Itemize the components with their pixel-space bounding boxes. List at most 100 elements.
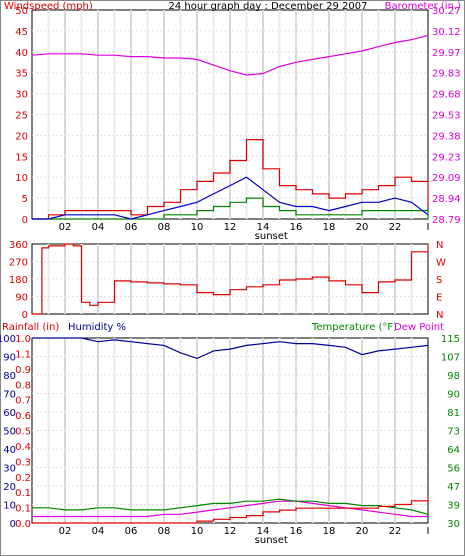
rain-tick-label: 0.9 (15, 365, 31, 376)
rain-tick-label: 1.0 (15, 334, 31, 345)
sunset-label: sunset (255, 231, 288, 242)
rain-tick-label: 0.0 (15, 519, 31, 530)
humidity-tick-label: 30 (3, 464, 16, 475)
x-tick-label: 02 (59, 526, 72, 537)
y-tick-label: 0 (22, 310, 28, 321)
rain-tick-label: 0.1 (15, 488, 31, 499)
y-tick-label: 50 (15, 6, 28, 17)
rain-tick-label: 1.1 (15, 349, 31, 360)
temperature-tick-label: 81 (447, 408, 460, 419)
y-tick-label: 30 (15, 90, 28, 101)
compass-label: S (436, 275, 442, 286)
wind-direction-line (32, 243, 429, 315)
x-tick-label: 08 (158, 222, 171, 233)
humidity-tick-label: 20 (3, 482, 16, 493)
compass-label: W (436, 258, 446, 269)
y2-tick-label: 29.97 (432, 48, 461, 59)
y2-tick-label: 29.09 (432, 173, 461, 184)
x-tick-label: 14 (257, 222, 270, 233)
x-tick-label: 16 (290, 222, 303, 233)
y-axis-title-rainfall: Rainfall (in) (2, 322, 59, 333)
dewpoint-line (32, 500, 428, 518)
sunset-label: sunset (255, 535, 288, 546)
x-tick-label: I (427, 222, 430, 233)
y-tick-label: 35 (15, 69, 28, 80)
x-tick-label: 20 (356, 222, 369, 233)
temperature-tick-label: 73 (447, 427, 460, 438)
x-tick-label: 18 (323, 222, 336, 233)
rain-tick-label: 0.1 (15, 504, 31, 515)
temperature-tick-label: 90 (447, 390, 460, 401)
temperature-tick-label: 30 (447, 519, 460, 530)
rain-tick-label: 0.8 (15, 380, 31, 391)
rain-tick-label: 0.3 (15, 457, 31, 468)
rain-tick-label: 0.4 (15, 442, 31, 453)
temperature-tick-label: 107 (441, 353, 460, 364)
y-axis-title-windspeed: Windspeed (mph) (4, 1, 93, 12)
temperature-tick-label: 56 (447, 464, 460, 475)
barometer-line (31, 34, 429, 76)
wind-low-line (32, 197, 429, 220)
y-tick-label: 25 (15, 111, 28, 122)
y-tick-label: 360 (9, 240, 28, 251)
x-tick-label: 02 (59, 222, 72, 233)
temperature-tick-label: 64 (447, 445, 460, 456)
x-tick-label: 18 (323, 526, 336, 537)
temperature-tick-label: 47 (447, 482, 460, 493)
humidity-tick-label: 40 (3, 445, 16, 456)
x-tick-label: 22 (389, 222, 402, 233)
humidity-tick-label: 50 (3, 427, 16, 438)
x-tick-label: 16 (290, 526, 303, 537)
x-tick-label: 10 (191, 222, 204, 233)
y-tick-label: 90 (15, 293, 28, 304)
x-tick-label: 06 (125, 222, 138, 233)
y2-tick-label: 30.12 (432, 27, 461, 38)
y2-tick-label: 30.27 (432, 6, 461, 17)
y-tick-label: 5 (22, 194, 28, 205)
humidity-line (32, 337, 429, 360)
y2-tick-label: 29.68 (432, 90, 461, 101)
humidity-tick-label: 80 (3, 371, 16, 382)
y2-tick-label: 28.79 (432, 215, 461, 226)
x-tick-label: 10 (191, 526, 204, 537)
y-tick-label: 15 (15, 152, 28, 163)
humidity-tick-label: 90 (3, 353, 16, 364)
x-tick-label: I (427, 526, 430, 537)
x-tick-label: 08 (158, 526, 171, 537)
humidity-tick-label: 10 (3, 501, 16, 512)
humidity-tick-label: 100 (0, 334, 16, 345)
chart-title: 24 hour graph day : December 29 2007 (169, 1, 368, 12)
y-axis-title-dewpoint: Dew Point (394, 322, 444, 333)
y-tick-label: 180 (9, 275, 28, 286)
y-tick-label: 40 (15, 48, 28, 59)
y2-tick-label: 29.53 (432, 111, 461, 122)
y-tick-label: 45 (15, 27, 28, 38)
y-axis-title-barometer: Barometer (in.) (385, 1, 461, 12)
temperature-tick-label: 39 (447, 501, 460, 512)
x-tick-label: 04 (92, 222, 105, 233)
y-axis-title-temperature: Temperature (°F) (311, 322, 397, 333)
temperature-tick-label: 98 (447, 371, 460, 382)
x-tick-label: 20 (356, 526, 369, 537)
compass-label: N (436, 310, 443, 321)
rain-tick-label: 0.2 (15, 473, 31, 484)
y-tick-label: 0 (22, 215, 28, 226)
x-tick-label: 12 (224, 222, 237, 233)
x-tick-label: 04 (92, 526, 105, 537)
x-tick-label: 22 (389, 526, 402, 537)
humidity-tick-label: 70 (3, 390, 16, 401)
rainfall-line (32, 495, 429, 524)
temperature-tick-label: 115 (441, 334, 460, 345)
humidity-tick-label: 60 (3, 408, 16, 419)
y-tick-label: 270 (9, 258, 28, 269)
x-tick-label: 06 (125, 526, 138, 537)
rain-tick-label: 0.6 (15, 411, 31, 422)
compass-label: N (436, 240, 443, 251)
humidity-tick-label: 0 (10, 519, 16, 530)
x-tick-label: 14 (257, 526, 270, 537)
y2-tick-label: 29.38 (432, 131, 461, 142)
rain-tick-label: 0.5 (15, 427, 31, 438)
y-tick-label: 10 (15, 173, 28, 184)
rain-tick-label: 0.7 (15, 396, 31, 407)
